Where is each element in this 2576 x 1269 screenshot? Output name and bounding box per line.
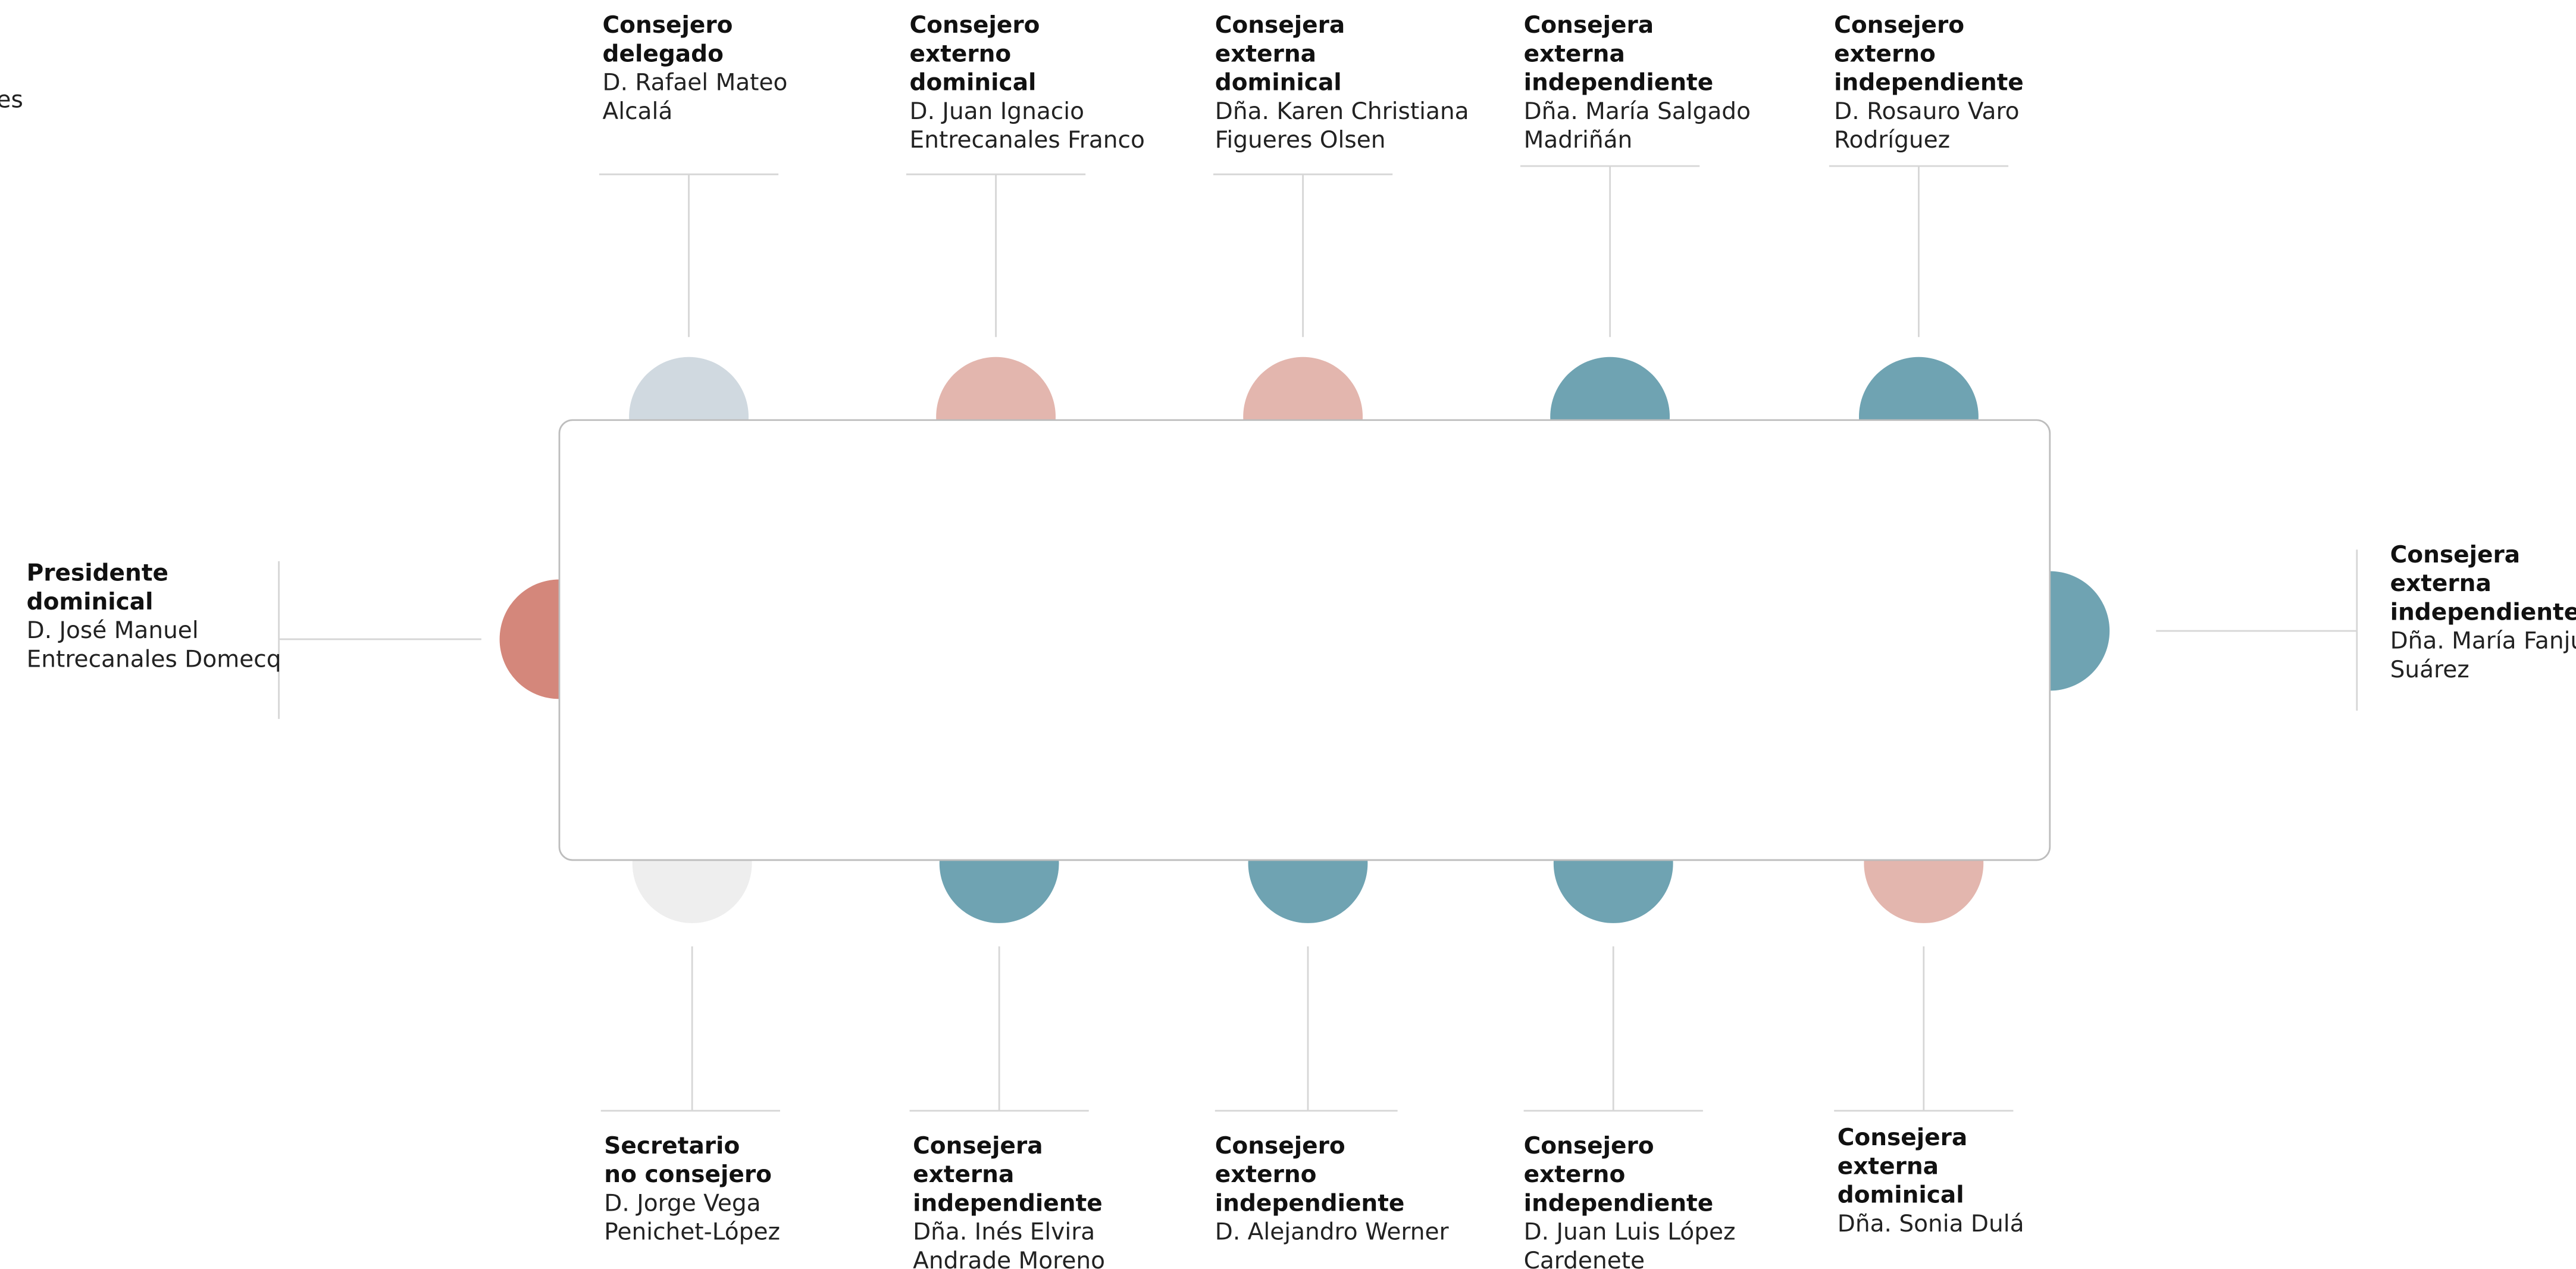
seat-role: Consejera <box>913 1133 1043 1159</box>
seat-name: Figueres Olsen <box>1215 127 1386 154</box>
seat-role: Consejero <box>1215 1133 1345 1159</box>
seat-name: Dña. María Salgado <box>1524 98 1751 125</box>
seat-role: Consejera <box>1524 12 1654 39</box>
seat-role: externo <box>910 40 1012 67</box>
seat-name: Madriñán <box>1524 127 1633 154</box>
seat-role: Consejera <box>2390 542 2520 568</box>
seat-role: Consejero <box>1524 1133 1654 1159</box>
seat-role: externa <box>913 1161 1014 1188</box>
seat-role: Consejero <box>603 12 733 39</box>
seat-role: Secretario <box>604 1133 740 1159</box>
cropped-text: es <box>0 87 23 114</box>
seat-role: Consejero <box>1834 12 1964 39</box>
seat-role: delegado <box>603 40 724 67</box>
board-table <box>558 419 2051 861</box>
seat-role: externa <box>1838 1153 1939 1180</box>
seat-name: D. Rafael Mateo <box>603 70 788 96</box>
seat-name: Alcalá <box>603 98 673 125</box>
seat-role: independiente <box>1834 70 2024 96</box>
seat-role: externo <box>1834 40 1936 67</box>
seat-role: externo <box>1524 1161 1626 1188</box>
seat-role: independiente <box>1524 1190 1714 1217</box>
seat-name: Penichet-López <box>604 1219 780 1246</box>
seat-role: no consejero <box>604 1161 772 1188</box>
seat-name: Rodríguez <box>1834 127 1950 154</box>
seat-name: Entrecanales Domecq <box>27 646 281 673</box>
seat-role: independiente <box>1215 1190 1405 1217</box>
seat-name: Dña. Sonia Dulá <box>1838 1211 2024 1237</box>
seat-role: Consejera <box>1838 1124 1967 1151</box>
seat-name: Andrade Moreno <box>913 1248 1105 1269</box>
seat-name: Suárez <box>2390 657 2469 683</box>
seat-name: D. Juan Ignacio <box>910 98 1084 125</box>
seat-role: dominical <box>1838 1182 1964 1209</box>
seat-name: D. Rosauro Varo <box>1834 98 2019 125</box>
seat-name: Entrecanales Franco <box>910 127 1145 154</box>
seat-role: dominical <box>27 589 154 615</box>
seat-role: dominical <box>1215 70 1342 96</box>
seat-name: D. José Manuel <box>27 617 199 644</box>
seat-name: Dña. Karen Christiana <box>1215 98 1469 125</box>
seat-role: Consejero <box>910 12 1040 39</box>
seat-role: Presidente <box>27 560 168 587</box>
seat-role: independiente <box>913 1190 1103 1217</box>
seat-name: D. Jorge Vega <box>604 1190 760 1217</box>
seat-name: D. Juan Luis López <box>1524 1219 1736 1246</box>
seat-role: independiente <box>1524 70 1714 96</box>
seat-role: externo <box>1215 1161 1317 1188</box>
seat-name: Dña. Inés Elvira <box>913 1219 1095 1246</box>
seat-name: Dña. María Fanjul <box>2390 628 2576 655</box>
seat-role: dominical <box>910 70 1037 96</box>
seat-role: Consejera <box>1215 12 1345 39</box>
seat-name: D. Alejandro Werner <box>1215 1219 1450 1246</box>
seat-role: externa <box>1524 40 1625 67</box>
seat-role: externa <box>2390 570 2492 597</box>
seat-role: externa <box>1215 40 1316 67</box>
seat-role: independiente <box>2390 599 2576 626</box>
seat-name: Cardenete <box>1524 1248 1645 1269</box>
